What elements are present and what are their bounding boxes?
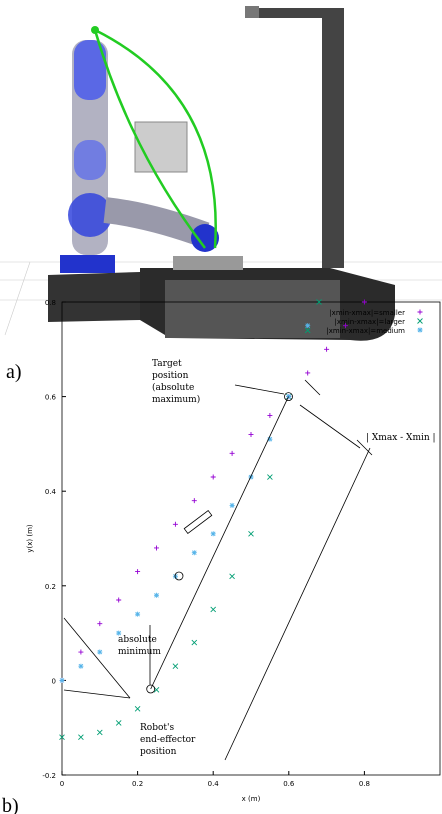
marker [97, 621, 102, 626]
marker [267, 413, 272, 418]
marker [286, 394, 291, 399]
marker [135, 569, 140, 574]
marker [192, 498, 197, 503]
annotation: Target [152, 359, 182, 369]
x-tick-label: 0.8 [359, 780, 370, 788]
x-tick-label: 0.4 [208, 780, 220, 788]
figure: a) b) 0 0.2 0.4 0.6 0.8 -0.2 0 0.2 0.4 0.6 0.8 x (m… [0, 0, 442, 814]
marker [230, 451, 235, 456]
x-tick-label: 0.2 [132, 780, 143, 788]
annotation: position [152, 371, 189, 381]
annotation: minimum [118, 647, 161, 657]
marker [249, 432, 254, 437]
marker [135, 706, 140, 711]
marker [78, 664, 83, 669]
legend-label: |xmin-xmax|=smaller [329, 309, 405, 317]
plot: 0 0.2 0.4 0.6 0.8 -0.2 0 0.2 0.4 0.6 0.8 x (m) y(x) … [26, 299, 440, 803]
annotation: maximum) [152, 394, 200, 405]
marker [305, 323, 310, 328]
figure-svg: a) b) 0 0.2 0.4 0.6 0.8 -0.2 0 0.2 0.4 0.6 0.8 x (m… [0, 0, 442, 814]
marker [97, 650, 102, 655]
marker [230, 503, 235, 508]
marker [192, 550, 197, 555]
marker [192, 640, 197, 645]
annotation: absolute [118, 635, 157, 645]
y-tick-label: 0.4 [45, 488, 57, 496]
marker [154, 593, 159, 598]
legend-label: |xmin-xmax|=larger [335, 318, 406, 326]
marker [154, 545, 159, 550]
y-tick-label: 0 [52, 677, 56, 685]
annotation: Robot's [140, 723, 174, 733]
marker [173, 664, 178, 669]
marker [230, 574, 235, 579]
panel-label: a) [6, 361, 22, 383]
marker [267, 475, 272, 480]
x-tick-label: 0.6 [283, 780, 295, 788]
annotation: end-effector [140, 735, 196, 745]
marker [249, 531, 254, 536]
marker [60, 678, 65, 683]
marker [324, 347, 329, 352]
marker [211, 531, 216, 536]
annotation: position [140, 747, 177, 757]
y-tick-label: 0.2 [45, 583, 56, 591]
y-axis-label: y(x) (m) [26, 524, 34, 553]
marker [78, 735, 83, 740]
marker [97, 730, 102, 735]
robot-scene [0, 0, 442, 341]
marker [211, 475, 216, 480]
x-tick-label: 0 [60, 780, 64, 788]
annotation: (absolute [152, 382, 194, 393]
marker [116, 720, 121, 725]
x-axis-label: x (m) [242, 795, 261, 803]
marker [305, 370, 310, 375]
annotation: | Xmax - Xmin | [366, 433, 436, 443]
legend-label: |xmin-xmax|=medium [326, 327, 405, 335]
legend-marker [418, 328, 423, 333]
marker [173, 522, 178, 527]
marker [78, 650, 83, 655]
y-tick-label: -0.2 [42, 772, 56, 780]
marker [211, 607, 216, 612]
marker [116, 597, 121, 602]
marker [135, 612, 140, 617]
panel-label: b) [2, 795, 19, 814]
y-tick-label: 0.8 [45, 299, 56, 307]
annotation-shapes [64, 380, 372, 760]
y-tick-label: 0.6 [45, 394, 57, 402]
